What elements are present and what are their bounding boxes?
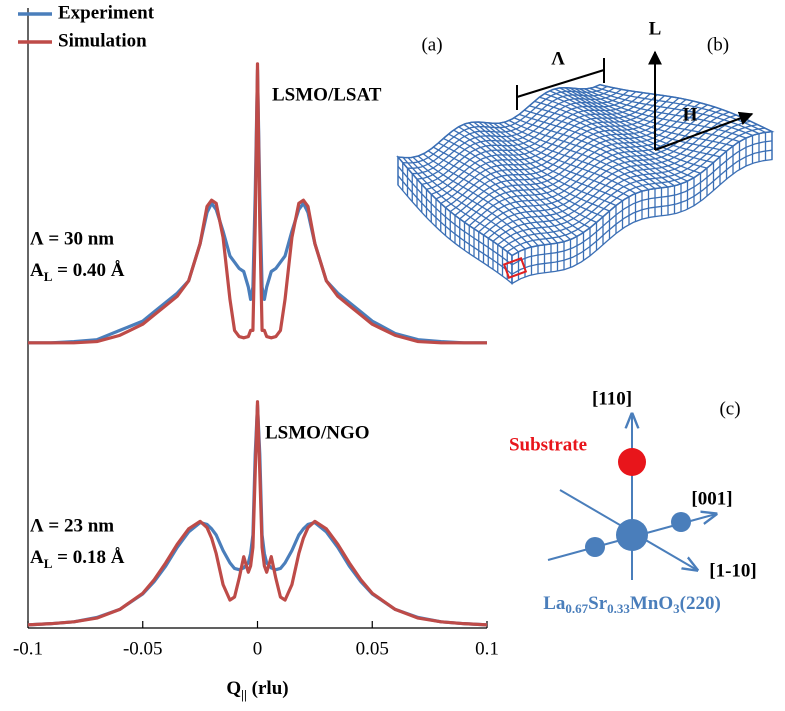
mesh-line <box>412 156 532 248</box>
text-part: A <box>30 547 44 568</box>
mesh-line <box>443 137 571 240</box>
formula-subscript: 0.33 <box>607 601 630 616</box>
mesh-line <box>433 146 558 244</box>
formula-part: La <box>543 593 566 614</box>
mesh-diagram <box>396 83 775 285</box>
panel-b-annotations: Λ L H (b) <box>502 18 754 279</box>
text-part: = 0.40 Å <box>52 260 124 281</box>
mesh-line <box>438 142 565 243</box>
mesh-line <box>513 117 662 189</box>
formula-part: (220) <box>680 593 721 614</box>
mesh-line <box>549 90 708 169</box>
atom <box>671 512 691 532</box>
formula-subscript: 3 <box>673 601 680 616</box>
panel-label: (a) <box>421 34 442 55</box>
mesh-line <box>508 119 656 190</box>
mesh-line <box>468 122 604 218</box>
h-arrow <box>654 111 754 151</box>
legend-label: Experiment <box>58 2 155 23</box>
panel-c: (c) [110] Substrate [001] [1-10] La0.67S… <box>509 388 757 616</box>
formula-part: MnO <box>630 593 673 614</box>
text-part: (rlu) <box>247 678 289 699</box>
text-part: A <box>30 260 44 281</box>
mesh-line <box>463 123 597 223</box>
annotation: LSMO/LSAT <box>272 84 382 105</box>
mesh-line <box>473 121 610 212</box>
annotation: AL = 0.40 Å <box>30 260 125 284</box>
mesh-line <box>483 121 623 202</box>
mesh-line <box>554 88 714 164</box>
unit-cell <box>502 257 528 279</box>
text-part: Q <box>226 678 241 699</box>
annotation: Λ = 30 nm <box>30 228 114 249</box>
mesh-line <box>584 88 753 137</box>
mesh-line <box>458 126 591 229</box>
mesh-line <box>529 105 682 185</box>
subscript: || <box>241 687 247 702</box>
mesh-line <box>524 109 675 187</box>
annotation: Λ = 23 nm <box>30 515 114 536</box>
x-axis-label: Q|| (rlu) <box>226 678 288 702</box>
l-label: L <box>649 18 662 39</box>
direction-label: [001] <box>691 488 732 509</box>
mesh-line <box>493 122 636 194</box>
x-tick-label: 0 <box>253 638 263 659</box>
mesh-line <box>569 87 734 147</box>
mesh-line <box>407 157 526 250</box>
subscript: L <box>44 269 53 284</box>
mesh-line <box>574 87 740 143</box>
substrate-atom <box>618 448 646 476</box>
substrate-label: Substrate <box>509 434 587 455</box>
x-tick-label: 0.05 <box>356 638 389 659</box>
series-line <box>27 400 488 627</box>
formula: La0.67Sr0.33MnO3(220) <box>543 593 721 616</box>
mesh-line <box>422 153 545 246</box>
x-tick-label: -0.1 <box>13 638 43 659</box>
mesh-line <box>544 92 701 174</box>
period-label: Λ <box>551 48 565 69</box>
mesh-line <box>397 156 513 257</box>
mesh-line <box>503 121 649 191</box>
mesh-line <box>518 113 669 188</box>
x-tick-label: -0.05 <box>123 638 163 659</box>
panel-label: (c) <box>719 398 740 419</box>
mesh-line <box>539 96 695 179</box>
x-tick-label: 0.1 <box>475 638 499 659</box>
mesh-line <box>534 100 688 182</box>
panel-label: (b) <box>707 34 729 55</box>
mesh-line <box>498 122 643 192</box>
series-line <box>28 62 487 345</box>
plot-area: -0.1 -0.05 0 0.05 0.1 Q|| (rlu) (a) Experiment S… <box>13 2 499 702</box>
formula-part: Sr <box>588 593 608 614</box>
annotation: AL = 0.18 Å <box>30 547 125 571</box>
mesh-line <box>453 129 584 234</box>
direction-label: [1-10] <box>709 560 756 581</box>
mesh-line <box>579 88 747 139</box>
atom <box>616 519 648 551</box>
mesh-line <box>478 121 617 207</box>
mesh-line <box>564 87 727 152</box>
mesh-line <box>402 157 519 253</box>
h-label: H <box>683 104 698 125</box>
atom <box>585 537 605 557</box>
direction-label: [110] <box>592 388 632 409</box>
period-line <box>516 69 605 98</box>
mesh-line <box>427 150 552 245</box>
mesh-line <box>559 87 721 158</box>
annotation: LSMO/NGO <box>265 422 370 443</box>
formula-subscript: 0.67 <box>565 601 588 616</box>
mesh-line <box>417 155 539 247</box>
subscript: L <box>44 556 53 571</box>
legend-label: Simulation <box>58 30 147 51</box>
mesh-line <box>488 122 630 198</box>
mesh-line <box>448 133 578 238</box>
text-part: = 0.18 Å <box>52 547 124 568</box>
